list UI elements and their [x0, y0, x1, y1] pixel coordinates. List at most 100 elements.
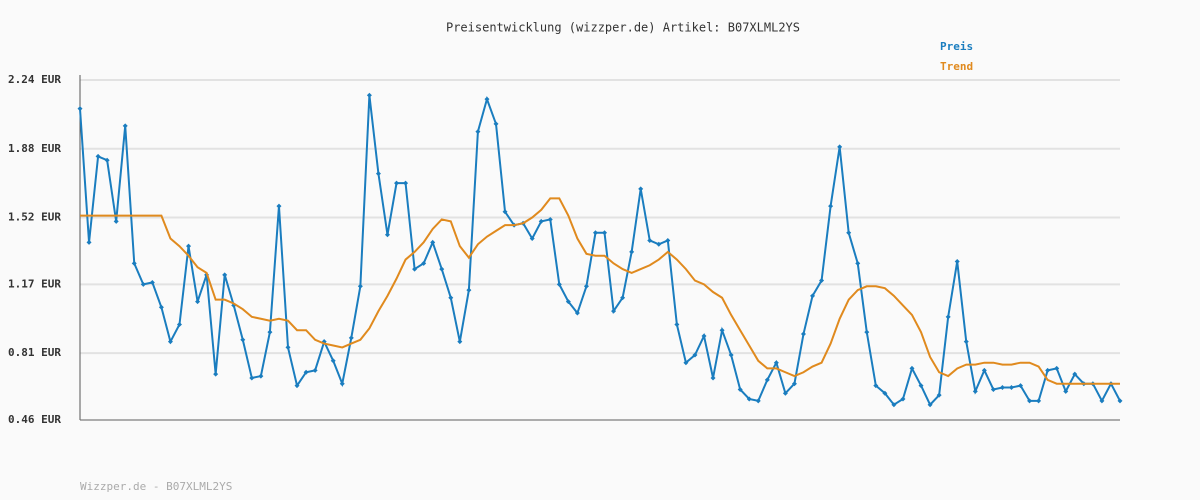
point-marker [936, 392, 942, 398]
point-marker [412, 266, 418, 272]
point-marker [375, 171, 381, 177]
point-marker [502, 209, 508, 215]
point-marker [800, 331, 806, 337]
point-marker [701, 333, 707, 339]
point-marker [819, 278, 825, 284]
point-marker [565, 299, 571, 305]
point-marker [647, 237, 653, 243]
point-marker [855, 260, 861, 266]
point-marker [1054, 365, 1060, 371]
point-marker [348, 335, 354, 341]
point-marker [86, 239, 92, 245]
point-marker [113, 218, 119, 224]
point-marker [276, 203, 282, 209]
point-marker [140, 281, 146, 287]
point-marker [737, 386, 743, 392]
point-marker [764, 377, 770, 383]
point-marker [990, 386, 996, 392]
point-marker [104, 157, 110, 163]
point-marker [954, 258, 960, 264]
point-marker [493, 121, 499, 127]
point-marker [285, 344, 291, 350]
point-marker [873, 383, 879, 389]
point-marker [710, 375, 716, 381]
point-marker [158, 304, 164, 310]
point-marker [538, 218, 544, 224]
price-line [79, 95, 1121, 407]
y-tick-label: 1.17 EUR [8, 277, 61, 290]
point-marker [638, 186, 644, 192]
point-marker [1117, 398, 1123, 404]
point-marker [394, 180, 400, 186]
point-marker [131, 260, 137, 266]
point-marker [77, 106, 83, 112]
point-marker [484, 96, 490, 102]
y-tick-label: 1.52 EUR [8, 211, 61, 224]
point-marker [267, 329, 273, 335]
point-marker [556, 281, 562, 287]
point-marker [918, 383, 924, 389]
footer: Wizzper.de - B07XLML2YS [80, 480, 232, 493]
point-marker [583, 283, 589, 289]
point-marker [339, 381, 345, 387]
point-marker [728, 352, 734, 358]
point-marker [366, 92, 372, 98]
point-marker [384, 232, 390, 238]
point-marker [981, 367, 987, 373]
point-marker [773, 360, 779, 366]
point-marker [602, 230, 608, 236]
point-marker [457, 339, 463, 345]
point-marker [1072, 371, 1078, 377]
point-marker [837, 144, 843, 150]
legend-entry: Preis [940, 40, 973, 53]
y-tick-label: 1.88 EUR [8, 142, 61, 155]
point-marker [927, 402, 933, 408]
point-marker [656, 241, 662, 247]
point-marker [891, 402, 897, 408]
point-marker [963, 339, 969, 345]
point-marker [430, 239, 436, 245]
point-marker [972, 388, 978, 394]
point-marker [1018, 383, 1024, 389]
chart-title: Preisentwicklung (wizzper.de) Artikel: B… [446, 21, 800, 35]
y-tick-label: 0.81 EUR [8, 346, 61, 359]
point-marker [882, 390, 888, 396]
point-marker [312, 367, 318, 373]
point-marker [665, 237, 671, 243]
point-marker [448, 295, 454, 301]
point-marker [620, 295, 626, 301]
point-marker [574, 310, 580, 316]
point-marker [330, 358, 336, 364]
point-marker [547, 216, 553, 222]
point-marker [1027, 398, 1033, 404]
point-marker [357, 283, 363, 289]
point-marker [1099, 398, 1105, 404]
point-marker [249, 375, 255, 381]
y-tick-label: 2.24 EUR [8, 73, 61, 86]
point-marker [828, 203, 834, 209]
point-marker [466, 287, 472, 293]
point-marker [683, 360, 689, 366]
point-marker [240, 337, 246, 343]
point-marker [945, 314, 951, 320]
point-marker [782, 390, 788, 396]
point-marker [1036, 398, 1042, 404]
point-marker [176, 321, 182, 327]
point-marker [791, 381, 797, 387]
point-marker [846, 230, 852, 236]
point-marker [674, 321, 680, 327]
point-marker [810, 293, 816, 299]
point-marker [529, 236, 535, 242]
point-marker [186, 243, 192, 249]
point-marker [999, 385, 1005, 391]
point-marker [1045, 367, 1051, 373]
point-marker [95, 153, 101, 159]
point-marker [1063, 388, 1069, 394]
point-marker [195, 299, 201, 305]
point-marker [1008, 385, 1014, 391]
point-marker [611, 308, 617, 314]
point-marker [909, 365, 915, 371]
legend-entry: Trend [940, 60, 973, 73]
point-marker [692, 352, 698, 358]
